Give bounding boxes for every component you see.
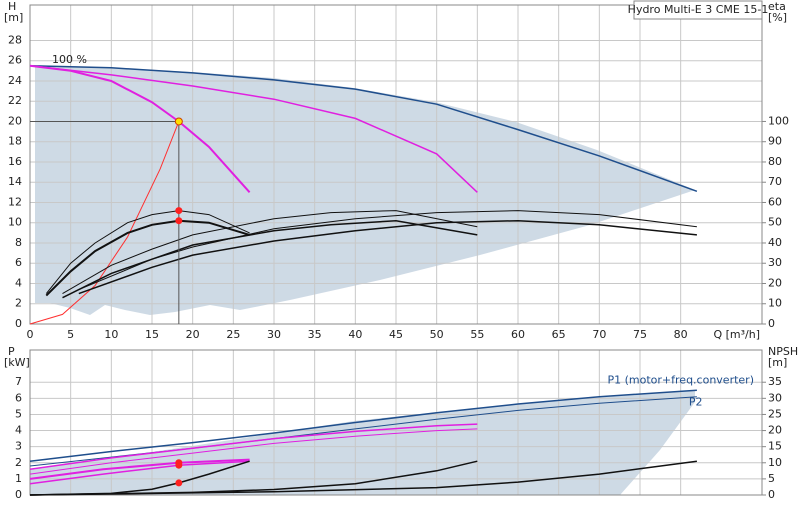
- y-tick-label: 0: [15, 488, 22, 501]
- curve: [29, 65, 478, 193]
- x-tick-label: 15: [145, 328, 159, 341]
- operating-point: [175, 207, 183, 215]
- curve: [45, 210, 250, 294]
- y2-tick-label: 80: [768, 155, 782, 168]
- x-tick-label: 75: [633, 328, 647, 341]
- y-tick-label: 2: [15, 297, 22, 310]
- operating-range-top: [30, 65, 695, 315]
- x-tick-label: 25: [226, 328, 240, 341]
- operating-range-bottom: [30, 390, 695, 495]
- x-tick-label: 80: [674, 328, 688, 341]
- y-tick-label: 18: [8, 135, 22, 148]
- y-tick-label: 7: [15, 375, 22, 388]
- y-tick-label: 2: [15, 456, 22, 469]
- x-axis-label: Q [m³/h]: [713, 328, 760, 341]
- y-tick-label: 0: [15, 317, 22, 330]
- curve: [29, 389, 697, 462]
- plot-frame: [29, 4, 763, 325]
- x-tick-label: 55: [470, 328, 484, 341]
- y2-tick-label: 40: [768, 236, 782, 249]
- y-tick-label: 14: [8, 175, 22, 188]
- plot-frame: [29, 349, 763, 496]
- y2-tick-label: 0: [768, 317, 775, 330]
- operating-point: [175, 479, 183, 487]
- y2-tick-label: 100: [768, 114, 789, 127]
- x-tick-label: 30: [267, 328, 281, 341]
- y2-tick-label: 20: [768, 424, 782, 437]
- curve: [45, 219, 250, 297]
- curve: [29, 423, 478, 470]
- series-label: P1 (motor+freq.converter): [608, 373, 755, 386]
- y-tick-label: 24: [8, 74, 22, 87]
- curve: [29, 460, 250, 485]
- curve: [78, 219, 697, 295]
- plot-layer: 0 5 10 15 20 25 30 35 40 45 50 55 60 65 70 75 8002468101…: [4, 0, 798, 501]
- x-tick-label: 5: [67, 328, 74, 341]
- y2-tick-label: 15: [768, 440, 782, 453]
- y-tick-label: 4: [15, 276, 22, 289]
- y-tick-label: 16: [8, 155, 22, 168]
- y2-tick-label: 60: [768, 195, 782, 208]
- y2-axis-label: eta: [768, 0, 786, 13]
- x-tick-label: 10: [104, 328, 118, 341]
- y2-tick-label: 35: [768, 375, 782, 388]
- y2-tick-label: 20: [768, 276, 782, 289]
- y2-tick-label: 30: [768, 391, 782, 404]
- y-tick-label: 20: [8, 114, 22, 127]
- curve: [29, 64, 251, 193]
- y-tick-label: 28: [8, 33, 22, 46]
- curve: [29, 65, 698, 193]
- y2-tick-label: 25: [768, 407, 782, 420]
- y-tick-label: 22: [8, 94, 22, 107]
- y2-tick-label: 10: [768, 456, 782, 469]
- annotation: 100 %: [52, 53, 87, 66]
- operating-point: [175, 217, 183, 225]
- x-tick-label: 0: [27, 328, 34, 341]
- y2-axis-label: NPSH: [768, 345, 798, 358]
- operating-point: [174, 117, 183, 126]
- y2-axis-label: [%]: [768, 11, 787, 24]
- curve: [29, 428, 478, 475]
- y2-tick-label: 30: [768, 256, 782, 269]
- x-tick-label: 60: [511, 328, 525, 341]
- x-tick-label: 40: [348, 328, 362, 341]
- y-tick-label: 26: [8, 54, 22, 67]
- y2-tick-label: 10: [768, 297, 782, 310]
- y-tick-label: 8: [15, 236, 22, 249]
- y-tick-label: 6: [15, 391, 22, 404]
- x-tick-label: 65: [552, 328, 566, 341]
- y-tick-label: 3: [15, 440, 22, 453]
- y2-tick-label: 70: [768, 175, 782, 188]
- x-tick-label: 50: [430, 328, 444, 341]
- y-axis-label: H: [8, 0, 16, 13]
- x-tick-label: 70: [592, 328, 606, 341]
- y-tick-label: 12: [8, 195, 22, 208]
- y-axis-label: P: [8, 345, 15, 358]
- y-axis-label: [kW]: [4, 356, 30, 369]
- y-tick-label: 5: [15, 407, 22, 420]
- y-tick-label: 6: [15, 256, 22, 269]
- y-axis-label: [m]: [4, 11, 23, 24]
- curve: [29, 121, 180, 325]
- x-tick-label: 35: [308, 328, 322, 341]
- y2-axis-label: [m]: [768, 356, 787, 369]
- chart-title: Hydro Multi-E 3 CME 15-1: [628, 3, 769, 16]
- y2-tick-label: 5: [768, 472, 775, 485]
- curve: [29, 460, 697, 496]
- operating-point: [175, 461, 183, 469]
- title-box: [633, 0, 763, 20]
- curve: [78, 210, 697, 291]
- series-label: P2: [689, 396, 703, 409]
- y2-tick-label: 90: [768, 135, 782, 148]
- x-tick-label: 45: [389, 328, 403, 341]
- y2-tick-label: 0: [768, 488, 775, 501]
- curve: [29, 458, 250, 480]
- y-tick-label: 4: [15, 424, 22, 437]
- y2-tick-label: 50: [768, 216, 782, 229]
- x-tick-label: 20: [186, 328, 200, 341]
- curve: [62, 210, 478, 295]
- y-tick-label: 10: [8, 216, 22, 229]
- y-tick-label: 1: [15, 472, 22, 485]
